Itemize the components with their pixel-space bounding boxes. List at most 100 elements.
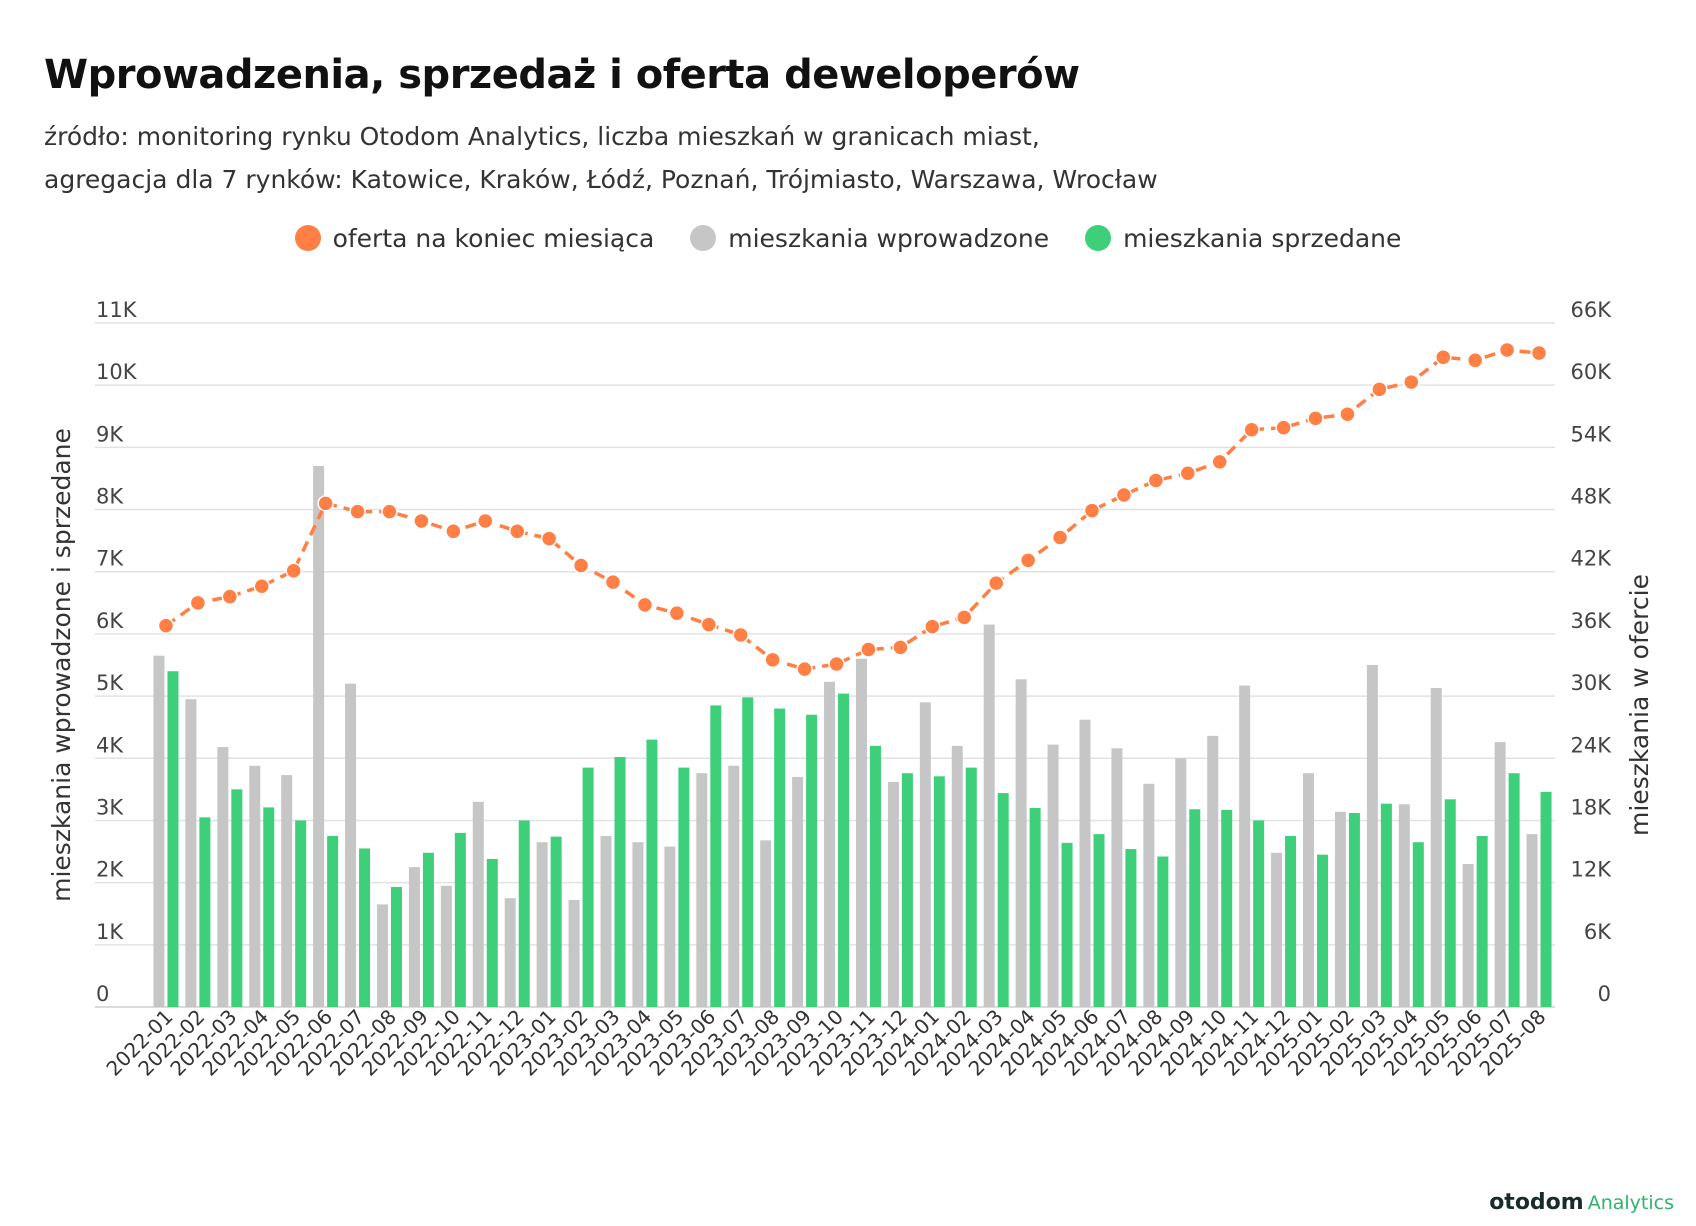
offer-point [285, 562, 302, 579]
bar-introduced [1239, 685, 1251, 1007]
bar-introduced [313, 466, 325, 1007]
y-tick-label-right: 60K [1571, 360, 1613, 384]
offer-point [540, 530, 558, 547]
offer-point [1211, 453, 1228, 471]
y-axis-title-left: mieszkania wprowadzone i sprzedane [47, 428, 76, 902]
bar-sold [997, 793, 1009, 1007]
bar-sold [965, 767, 977, 1007]
offer-point [508, 523, 526, 540]
bar-sold [454, 832, 466, 1007]
offer-point [1179, 465, 1197, 482]
bar-introduced [185, 699, 197, 1007]
bar-introduced [632, 842, 644, 1007]
bar-sold [1476, 836, 1488, 1007]
offer-point [1466, 352, 1484, 369]
bar-introduced [536, 842, 548, 1007]
bar-introduced [1015, 679, 1027, 1007]
y-tick-label-left: 2K [96, 858, 124, 882]
bar-sold [678, 767, 690, 1007]
bar-sold [1508, 773, 1520, 1007]
y-tick-label-right: 30K [1571, 671, 1613, 695]
bar-introduced [440, 885, 452, 1007]
y-tick-label-left: 9K [96, 422, 124, 446]
bar-sold [1540, 791, 1552, 1007]
bar-sold [486, 859, 498, 1007]
legend-label-introduced: mieszkania wprowadzone [728, 223, 1050, 253]
offer-point [1371, 381, 1388, 398]
offer-point [1019, 552, 1037, 569]
offer-point [1339, 405, 1356, 423]
bar-sold [869, 745, 881, 1007]
bar-sold [582, 767, 594, 1007]
bar-sold [742, 697, 754, 1007]
offer-point [381, 503, 398, 520]
bar-sold [933, 776, 945, 1007]
offer-point [604, 573, 622, 591]
bar-introduced [855, 658, 867, 1007]
bar-sold [774, 708, 786, 1007]
offer-point [668, 604, 686, 622]
y-tick-label-left: 6K [96, 609, 124, 633]
bar-introduced [1143, 783, 1155, 1007]
bar-introduced [1398, 804, 1410, 1007]
bar-sold [1348, 812, 1360, 1007]
bar-sold [422, 852, 434, 1007]
bar-introduced [217, 747, 229, 1007]
bar-sold [901, 773, 913, 1007]
bar-sold [1253, 820, 1265, 1007]
y-tick-label-right: 54K [1571, 422, 1613, 446]
bar-introduced [281, 775, 293, 1007]
bar-sold [1317, 854, 1329, 1007]
bar-introduced [472, 801, 484, 1007]
bar-introduced [1175, 758, 1187, 1007]
offer-point [349, 503, 366, 520]
y-tick-label-left: 10K [96, 360, 138, 384]
bar-introduced [568, 900, 580, 1007]
y-tick-label-right: 0 [1598, 982, 1611, 1006]
offer-point [732, 626, 749, 644]
bar-introduced [153, 655, 165, 1007]
legend-marker-sold [1085, 224, 1112, 251]
y-tick-label-left: 3K [96, 795, 124, 819]
bar-introduced [760, 840, 772, 1007]
chart-subtitle-line-2: agregacja dla 7 rynków: Katowice, Kraków… [44, 165, 1158, 194]
offer-point [796, 660, 813, 678]
brand-logo-main: otodom [1489, 1190, 1584, 1215]
chart-title: Wprowadzenia, sprzedaż i oferta dewelope… [44, 52, 1080, 98]
legend-label-sold: mieszkania sprzedane [1123, 223, 1402, 253]
legend-marker-offer [294, 224, 321, 251]
bar-sold [390, 886, 402, 1007]
legend-marker-introduced [690, 224, 717, 251]
bar-introduced [1526, 834, 1538, 1007]
y-tick-label-left: 8K [96, 485, 124, 509]
bar-introduced [1303, 773, 1315, 1007]
bar-sold [1221, 809, 1233, 1007]
offer-point [1083, 502, 1101, 519]
chart-legend: oferta na koniec miesiąca mieszkania wpr… [0, 222, 1696, 253]
bar-introduced [1079, 719, 1091, 1007]
offer-point [317, 495, 334, 512]
bar-sold [327, 836, 339, 1007]
bar-sold [1380, 803, 1392, 1007]
offer-point [636, 596, 654, 614]
bar-sold [199, 817, 211, 1007]
bar-sold [806, 714, 818, 1007]
y-tick-label-right: 36K [1571, 609, 1613, 633]
legend-item-sold: mieszkania sprzedane [1085, 224, 1401, 253]
offer-point [924, 618, 941, 635]
y-tick-label-left: 1K [96, 920, 124, 944]
offer-point [253, 577, 271, 595]
offer-point [828, 655, 845, 673]
offer-point [892, 639, 909, 656]
y-tick-label-left: 7K [96, 547, 124, 571]
bar-sold [231, 789, 243, 1007]
bar-introduced [696, 773, 708, 1007]
bar-sold [1061, 842, 1073, 1007]
bar-sold [1093, 834, 1105, 1007]
offer-point [1307, 410, 1324, 427]
y-tick-label-left: 11K [96, 298, 138, 322]
legend-label-offer: oferta na koniec miesiąca [332, 223, 655, 253]
bar-introduced [919, 702, 931, 1007]
bar-sold [710, 705, 722, 1007]
offer-point [221, 588, 239, 605]
